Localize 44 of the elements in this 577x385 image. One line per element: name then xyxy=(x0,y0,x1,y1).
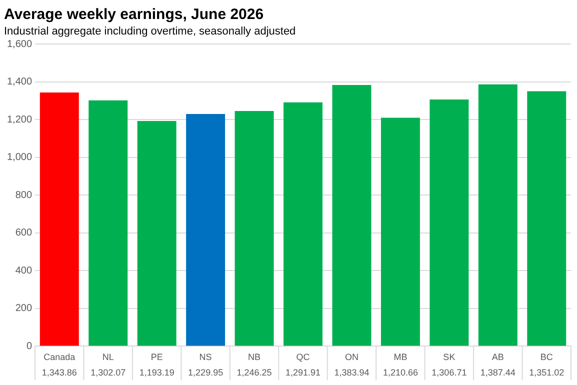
chart-title: Average weekly earnings, June 2026 xyxy=(4,6,264,24)
x-tick-label: AB xyxy=(492,352,504,362)
x-tick-label: QC xyxy=(296,352,310,362)
y-tick-label: 1,600 xyxy=(6,38,32,50)
x-tick-label: PE xyxy=(150,352,163,362)
x-tick-label: ON xyxy=(344,352,358,362)
y-tick-label: 600 xyxy=(15,228,32,239)
x-tick-label: NS xyxy=(199,352,212,362)
y-tick-label: 1,000 xyxy=(6,152,32,164)
data-label: 1,343.86 xyxy=(42,368,77,378)
y-tick-label: 1,200 xyxy=(6,114,32,126)
data-label: 1,383.94 xyxy=(334,368,370,378)
y-tick-label: 800 xyxy=(15,190,32,201)
bar xyxy=(380,118,420,346)
data-label: 1,291.91 xyxy=(285,368,321,378)
bar xyxy=(137,120,176,346)
bar xyxy=(88,100,128,346)
y-tick-label: 400 xyxy=(15,265,32,276)
data-label: 1,351.02 xyxy=(529,368,564,378)
data-label: 1,387.44 xyxy=(480,368,516,378)
x-tick-label: BC xyxy=(540,352,554,362)
bar xyxy=(186,114,226,346)
bar xyxy=(527,91,566,346)
bar xyxy=(284,102,322,346)
data-label: 1,193.19 xyxy=(139,368,174,378)
x-tick-label: NB xyxy=(248,352,261,362)
y-tick-label: 1,400 xyxy=(6,76,32,88)
data-label: 1,306.71 xyxy=(432,368,467,378)
bar xyxy=(40,92,79,346)
x-tick-label: SK xyxy=(443,352,456,362)
x-tick-label: Canada xyxy=(44,352,76,362)
y-tick-label: 200 xyxy=(15,303,32,314)
data-label: 1,246.25 xyxy=(236,368,272,378)
data-label: 1,302.07 xyxy=(90,368,126,378)
data-label: 1,229.95 xyxy=(188,368,224,378)
bar xyxy=(234,110,274,346)
data-label: 1,210.66 xyxy=(382,368,418,378)
x-tick-label: MB xyxy=(394,352,408,362)
chart-subtitle: Industrial aggregate including overtime, seasonally adjusted xyxy=(4,26,296,38)
bar xyxy=(478,84,518,346)
bar xyxy=(332,84,372,346)
y-tick-label: 0 xyxy=(26,340,32,352)
x-tick-label: NL xyxy=(102,352,114,362)
bar xyxy=(430,100,469,346)
